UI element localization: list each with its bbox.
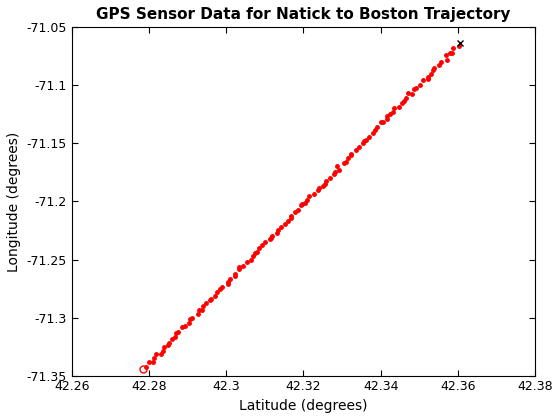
X-axis label: Latitude (degrees): Latitude (degrees) xyxy=(239,399,368,413)
Y-axis label: Longitude (degrees): Longitude (degrees) xyxy=(7,131,21,272)
Title: GPS Sensor Data for Natick to Boston Trajectory: GPS Sensor Data for Natick to Boston Tra… xyxy=(96,7,511,22)
